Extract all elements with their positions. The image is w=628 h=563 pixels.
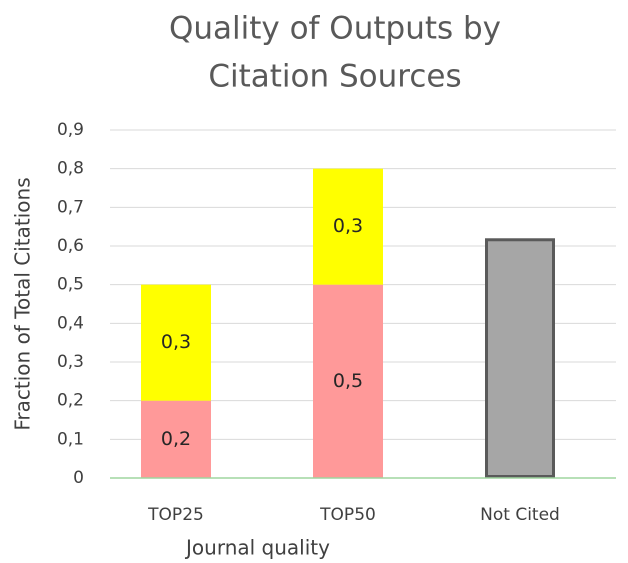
x-tick-label: TOP50	[319, 505, 376, 525]
y-tick-label: 0,5	[57, 275, 84, 295]
bar-segment	[313, 284, 383, 478]
y-tick-label: 0,3	[57, 352, 84, 372]
y-tick-label: 0,2	[57, 391, 84, 411]
chart-title: Citation Sources	[208, 59, 461, 95]
y-tick-label: 0,8	[57, 159, 84, 179]
data-label: 0,2	[161, 428, 191, 450]
y-tick-label: 0,6	[57, 236, 84, 256]
x-axis-label: Journal quality	[184, 536, 330, 560]
bar-segment	[485, 238, 555, 478]
x-tick-label: Not Cited	[480, 505, 560, 525]
data-label: 0,5	[333, 370, 363, 392]
y-tick-label: 0	[73, 468, 84, 488]
x-tick-label: TOP25	[147, 505, 204, 525]
y-tick-label: 0,9	[57, 120, 84, 140]
bar-segment	[141, 400, 211, 478]
data-label: 0,3	[161, 331, 191, 353]
bar-segment	[141, 284, 211, 401]
data-label: 0,3	[333, 215, 363, 237]
y-tick-label: 0,1	[57, 429, 84, 449]
chart-title: Quality of Outputs by	[169, 11, 501, 47]
y-tick-label: 0,4	[57, 313, 84, 333]
y-tick-label: 0,7	[57, 197, 84, 217]
y-axis-label: Fraction of Total Citations	[11, 177, 35, 430]
bar-segment	[313, 168, 383, 285]
